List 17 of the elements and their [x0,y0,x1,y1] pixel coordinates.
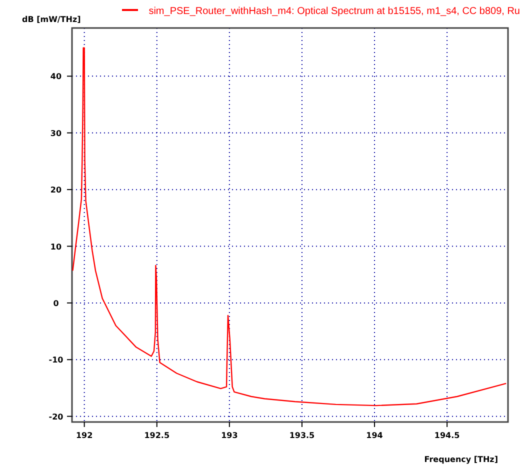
y-tick-label: 30 [50,128,62,138]
x-tick-label: 193 [221,431,238,440]
y-tick-label: 10 [50,242,62,252]
y-axis-title: dB [mW/THz] [22,15,81,24]
x-tick-label: 192 [76,431,93,440]
x-tick-label: 194 [366,431,384,440]
y-tick-label: -20 [48,412,64,422]
y-tick-label: -10 [48,356,64,365]
x-tick-label: 192.5 [144,431,170,440]
x-axis-title: Frequency [THz] [424,455,498,464]
x-tick-label: 194.5 [434,431,460,440]
legend-label: sim_PSE_Router_withHash_m4: Optical Spectrum at b15155, m1_s4, CC b809, Ru [148,6,520,17]
y-tick-label: 40 [50,72,62,82]
y-tick-label: 20 [50,186,62,195]
x-tick-label: 193.5 [289,431,316,440]
line-series [72,47,507,406]
y-tick-label: 0 [53,298,60,308]
